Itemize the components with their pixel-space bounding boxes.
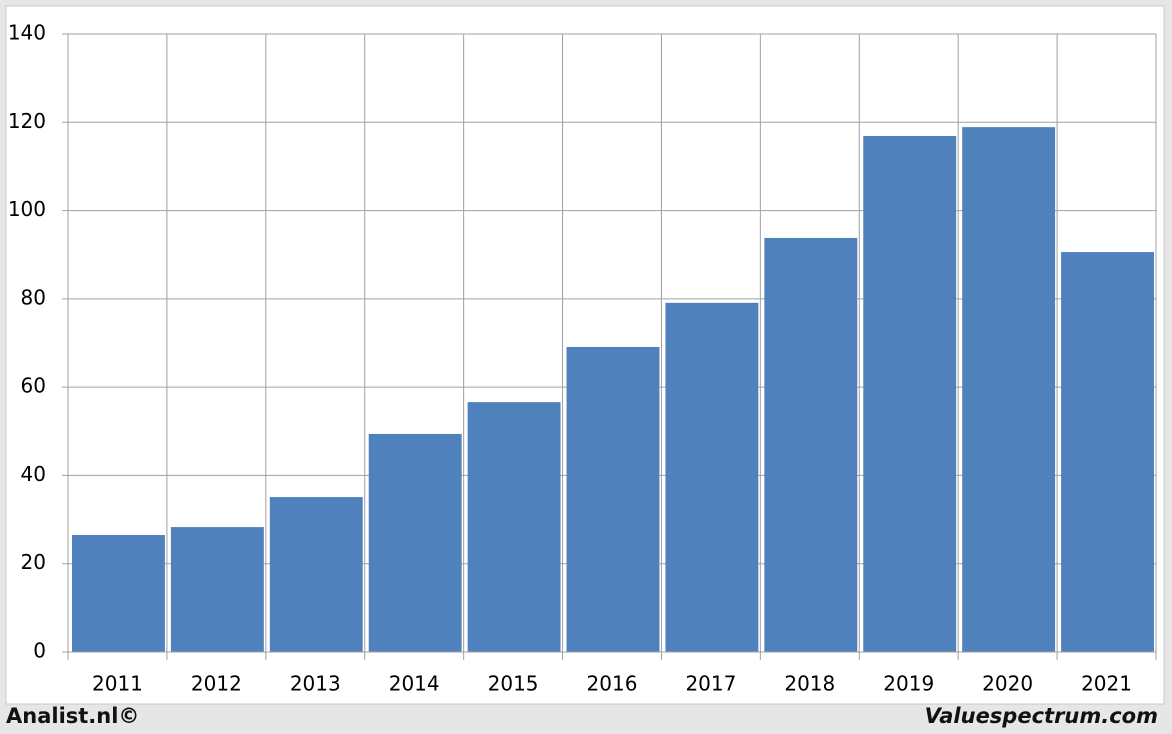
bar — [269, 497, 363, 652]
footer-left: Analist.nl© — [6, 704, 139, 728]
x-tick-label: 2018 — [784, 672, 835, 696]
x-tick-label: 2011 — [92, 672, 143, 696]
x-tick-label: 2013 — [290, 672, 341, 696]
bar — [72, 535, 165, 652]
x-tick-label: 2019 — [883, 672, 934, 696]
bar — [566, 346, 660, 652]
bar — [467, 402, 561, 652]
y-tick-label: 0 — [33, 639, 46, 663]
bar — [764, 237, 858, 652]
x-tick-label: 2014 — [389, 672, 440, 696]
x-tick-label: 2017 — [685, 672, 736, 696]
bar — [170, 527, 264, 652]
bar — [1061, 252, 1154, 652]
y-tick-label: 20 — [21, 550, 46, 574]
x-tick-label: 2020 — [982, 672, 1033, 696]
x-tick-label: 2015 — [488, 672, 539, 696]
y-tick-label: 140 — [8, 21, 46, 45]
bar — [863, 135, 957, 653]
y-tick-label: 60 — [21, 374, 46, 398]
y-tick-label: 120 — [8, 109, 46, 133]
y-tick-label: 80 — [21, 285, 46, 309]
x-tick-label: 2012 — [191, 672, 242, 696]
x-tick-label: 2021 — [1081, 672, 1132, 696]
footer-right: Valuespectrum.com — [925, 704, 1158, 728]
y-tick-label: 40 — [21, 462, 46, 486]
x-tick-label: 2016 — [587, 672, 638, 696]
bar — [962, 127, 1056, 653]
bar — [665, 302, 759, 652]
bar — [368, 433, 462, 652]
y-tick-label: 100 — [8, 197, 46, 221]
